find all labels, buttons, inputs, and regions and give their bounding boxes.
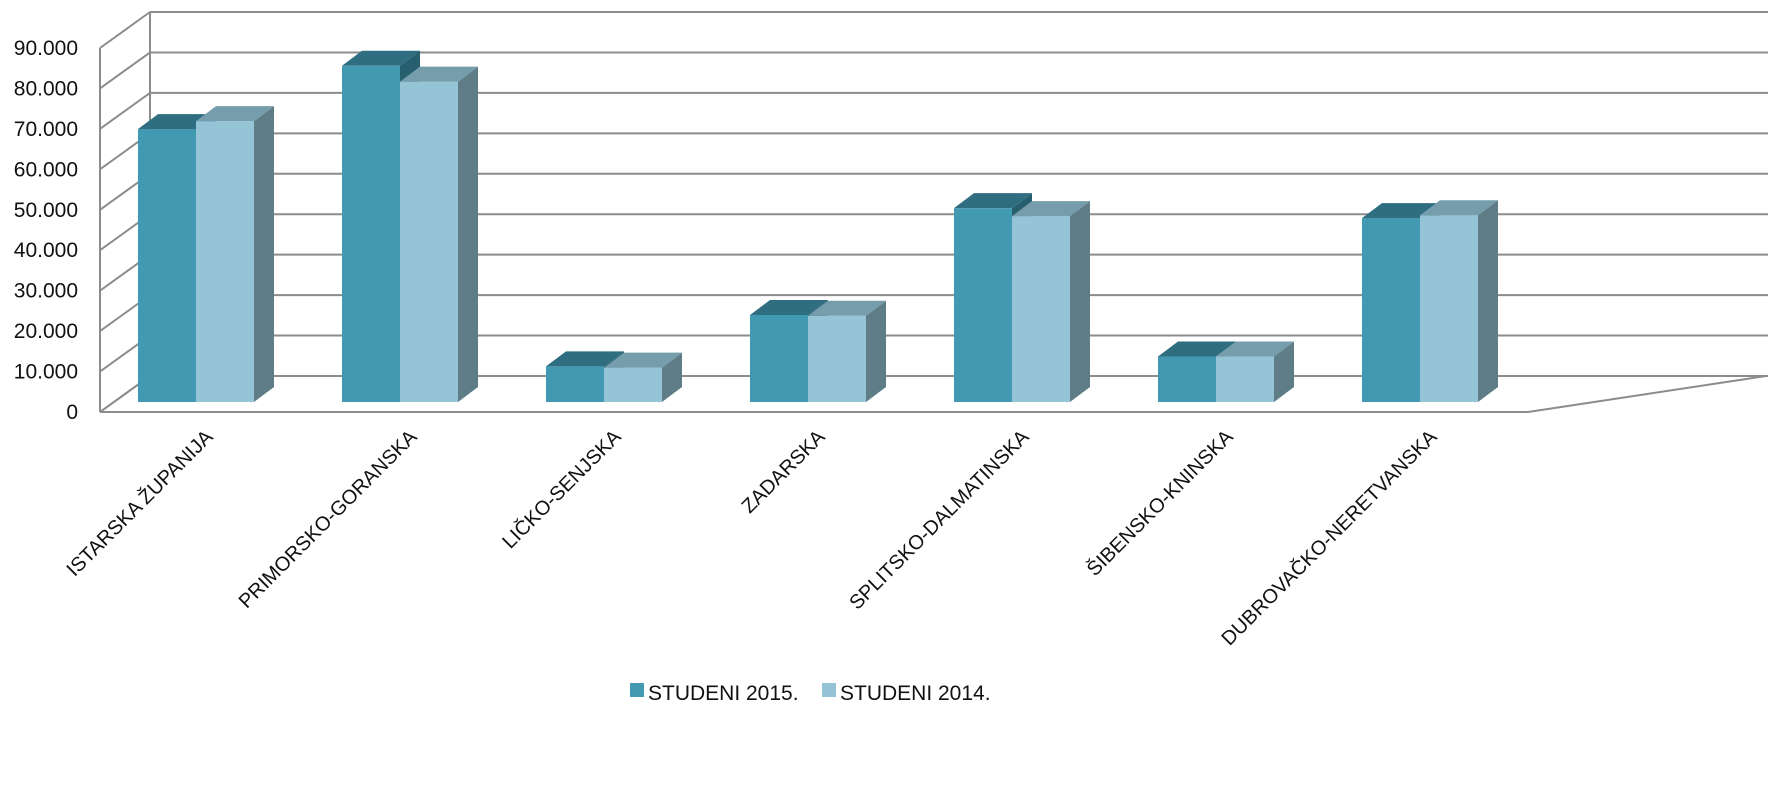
bar-top-face bbox=[1216, 341, 1294, 357]
bar-top-face bbox=[1158, 341, 1236, 357]
bar-front-face bbox=[1362, 218, 1420, 402]
floor-front-edge bbox=[100, 375, 1767, 413]
bar-front-face bbox=[1216, 356, 1274, 402]
bar-front-face bbox=[604, 367, 662, 402]
bar-side-face bbox=[662, 352, 682, 402]
x-tick-label-dubrovacko-neretvanska: DUBROVAČKO-NERETVANSKA bbox=[1217, 425, 1442, 650]
bar-splitsko-dalmatinska-studeni-2014 bbox=[1012, 201, 1090, 402]
bar-front-face bbox=[808, 315, 866, 402]
x-axis-labels: ISTARSKA ŽUPANIJA PRIMORSKO-GORANSKA LIČKO… bbox=[62, 425, 1442, 650]
bar-top-face bbox=[342, 50, 420, 66]
side-wall-gridline bbox=[99, 92, 151, 130]
bar-front-face bbox=[1420, 215, 1478, 402]
bar-top-face bbox=[604, 352, 682, 368]
y-axis-ticks: 0 10.000 20.000 30.000 40.000 50.000 60.000 70.… bbox=[14, 37, 78, 424]
bar-top-face bbox=[400, 66, 478, 82]
legend-label-studeni-2015: STUDENI 2015. bbox=[648, 682, 799, 705]
bar-side-face bbox=[1478, 200, 1498, 402]
bar-top-face bbox=[808, 300, 886, 316]
y-tick-label: 90.000 bbox=[14, 37, 78, 60]
side-wall-gridline bbox=[99, 11, 151, 49]
bar-side-face bbox=[458, 66, 478, 402]
y-tick-label: 10.000 bbox=[14, 361, 78, 384]
x-tick-label-zadarska: ZADARSKA bbox=[738, 426, 830, 518]
x-tick-label-licko-senjska: LIČKO-SENJSKA bbox=[498, 425, 626, 553]
bar-dubrovacko-neretvanska-studeni-2014 bbox=[1420, 200, 1498, 402]
bar-side-face bbox=[1070, 201, 1090, 402]
bar-top-face bbox=[1420, 200, 1498, 216]
y-tick-label: 80.000 bbox=[14, 77, 78, 100]
legend: STUDENI 2015. STUDENI 2014. bbox=[630, 682, 991, 705]
bar-top-face bbox=[1012, 201, 1090, 217]
bar-istarska-zupanija-studeni-2014 bbox=[196, 106, 274, 403]
bar-front-face bbox=[1158, 356, 1216, 402]
y-tick-label: 60.000 bbox=[14, 158, 78, 181]
y-tick-label: 20.000 bbox=[14, 320, 78, 343]
x-tick-label-istarska-zupanija: ISTARSKA ŽUPANIJA bbox=[62, 425, 218, 581]
bar-front-face bbox=[342, 65, 400, 403]
bar-front-face bbox=[750, 314, 808, 402]
y-tick-label: 30.000 bbox=[14, 280, 78, 303]
y-tick-label: 70.000 bbox=[14, 118, 78, 141]
bar-front-face bbox=[1012, 216, 1070, 402]
bar-front-face bbox=[400, 81, 458, 402]
bar-licko-senjska-studeni-2014 bbox=[604, 352, 682, 402]
bar-top-face bbox=[196, 106, 274, 122]
bar-primorsko-goranska-studeni-2014 bbox=[400, 66, 478, 402]
bar-front-face bbox=[196, 121, 254, 403]
y-tick-label: 0 bbox=[66, 401, 78, 424]
x-tick-label-splitsko-dalmatinska: SPLITSKO-DALMATINSKA bbox=[845, 426, 1034, 615]
bar-sibensko-kninska-studeni-2014 bbox=[1216, 341, 1294, 402]
side-wall-gridline bbox=[99, 51, 151, 90]
y-tick-label: 40.000 bbox=[14, 239, 78, 262]
bar-top-face bbox=[1362, 203, 1440, 219]
bar-top-face bbox=[954, 193, 1032, 209]
bar-zadarska-studeni-2014 bbox=[808, 300, 886, 402]
bars-layer bbox=[138, 50, 1498, 403]
legend-swatch-studeni-2014 bbox=[822, 683, 836, 697]
y-tick-label: 50.000 bbox=[14, 199, 78, 222]
bar-top-face bbox=[546, 351, 624, 367]
x-tick-label-primorsko-goranska: PRIMORSKO-GORANSKA bbox=[235, 426, 422, 613]
bar-front-face bbox=[138, 129, 196, 403]
legend-label-studeni-2014: STUDENI 2014. bbox=[840, 682, 991, 705]
bar-front-face bbox=[546, 366, 604, 402]
bar-side-face bbox=[866, 300, 886, 402]
bar-side-face bbox=[254, 106, 274, 403]
bar-side-face bbox=[1274, 341, 1294, 402]
bar-front-face bbox=[954, 208, 1012, 402]
x-tick-label-sibensko-kninska: ŠIBENSKO-KNINSKA bbox=[1082, 425, 1238, 581]
legend-swatch-studeni-2015 bbox=[630, 683, 644, 697]
bar-top-face bbox=[750, 299, 828, 315]
